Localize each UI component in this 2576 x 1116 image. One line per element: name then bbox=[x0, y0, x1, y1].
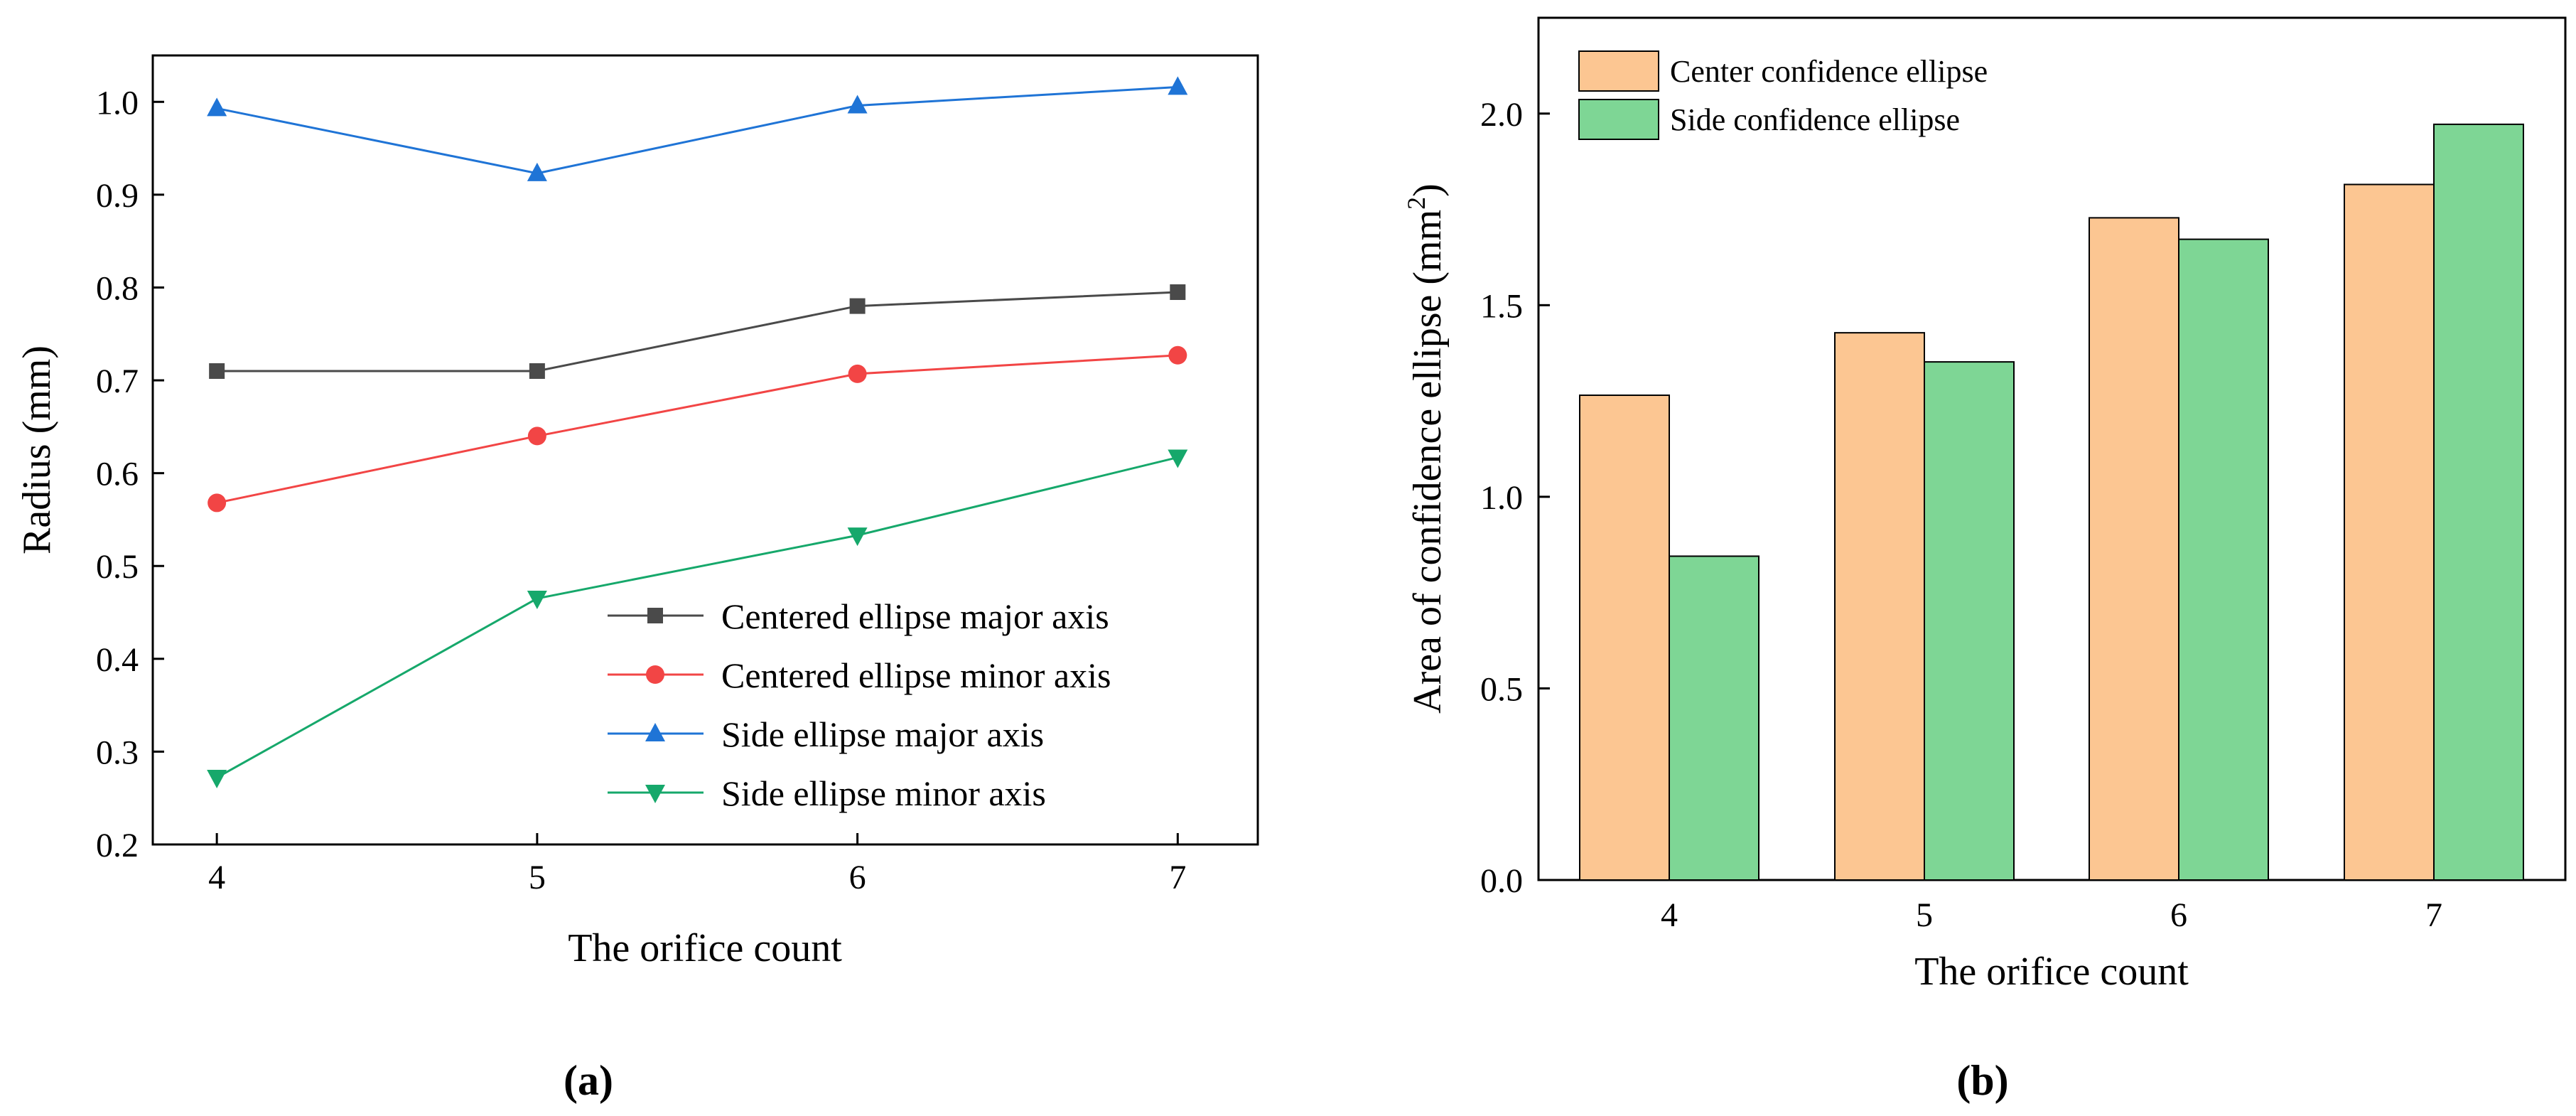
data-point-centered-ellipse-minor-axis bbox=[1168, 345, 1187, 365]
series-line-centered-ellipse-major-axis bbox=[217, 291, 1178, 372]
legend-label: Center confidence ellipse bbox=[1670, 54, 1988, 89]
series-side-ellipse-major-axis bbox=[207, 76, 1188, 181]
legend-item-side-ellipse-minor-axis: Side ellipse minor axis bbox=[608, 773, 1046, 813]
series-centered-ellipse-minor-axis bbox=[208, 345, 1187, 513]
panel-b-label: (b) bbox=[1956, 1057, 2008, 1104]
bar-side-confidence-ellipse-7 bbox=[2433, 123, 2524, 881]
data-point-side-ellipse-major-axis bbox=[1168, 76, 1188, 95]
panel-a-y-axis-title: Radius (mm) bbox=[15, 345, 59, 554]
b-x-tick-label: 5 bbox=[1916, 896, 1933, 934]
a-y-tick-label: 1.0 bbox=[96, 84, 139, 122]
data-point-centered-ellipse-major-axis bbox=[529, 363, 545, 379]
panel-b-bars bbox=[1579, 123, 2524, 881]
panel-a-series bbox=[207, 76, 1188, 788]
b-y-tick-label: 0.5 bbox=[1480, 670, 1523, 708]
bar-center-confidence-ellipse-7 bbox=[2344, 183, 2435, 881]
series-centered-ellipse-major-axis bbox=[209, 284, 1186, 379]
bar-side-confidence-ellipse-5 bbox=[1924, 361, 2015, 881]
panel-a-label: (a) bbox=[564, 1057, 613, 1104]
panel-a-y-axis: 0.2 0.3 0.4 0.5 0.6 0.7 0.8 0.9 1.0 bbox=[96, 84, 164, 864]
legend-label: Centered ellipse major axis bbox=[721, 596, 1109, 636]
bar-center-confidence-ellipse-5 bbox=[1834, 332, 1925, 881]
panel-a-line-chart: 0.2 0.3 0.4 0.5 0.6 0.7 0.8 0.9 1.0 4 5 6 7 Centere… bbox=[15, 54, 1259, 1104]
a-y-tick-label: 0.2 bbox=[96, 827, 139, 864]
data-point-centered-ellipse-minor-axis bbox=[208, 493, 227, 513]
legend-item-center-confidence-ellipse: Center confidence ellipse bbox=[1578, 50, 1988, 92]
bar-center-confidence-ellipse-4 bbox=[1579, 395, 1670, 881]
panel-b-y-axis-title-end: ) bbox=[1406, 183, 1450, 197]
b-x-tick-label: 7 bbox=[2425, 896, 2442, 934]
legend-swatch bbox=[1578, 99, 1659, 140]
data-point-side-ellipse-minor-axis bbox=[207, 769, 227, 788]
legend-label: Side confidence ellipse bbox=[1670, 102, 1960, 137]
data-point-side-ellipse-major-axis bbox=[207, 97, 227, 117]
b-y-tick-label: 0.0 bbox=[1480, 862, 1523, 900]
panel-a-plot-frame bbox=[151, 54, 1259, 846]
legend-item-centered-ellipse-minor-axis: Centered ellipse minor axis bbox=[608, 655, 1111, 695]
a-x-tick-label: 6 bbox=[849, 859, 866, 896]
bar-center-confidence-ellipse-6 bbox=[2089, 217, 2179, 881]
data-point-centered-ellipse-major-axis bbox=[209, 363, 225, 379]
a-x-tick-label: 5 bbox=[529, 859, 546, 896]
data-point-side-ellipse-major-axis bbox=[847, 95, 868, 114]
a-y-tick-label: 0.6 bbox=[96, 456, 139, 493]
series-side-ellipse-minor-axis bbox=[207, 449, 1188, 788]
legend-label: Centered ellipse minor axis bbox=[721, 655, 1111, 695]
bar-side-confidence-ellipse-6 bbox=[2178, 238, 2269, 881]
panel-b-bar-chart: 0.0 0.5 1.0 1.5 2.0 4 5 6 7 Center confidence e… bbox=[1402, 16, 2567, 1104]
legend-marker bbox=[645, 723, 665, 741]
panel-a-x-axis-title: The orifice count bbox=[568, 926, 842, 970]
panel-b-y-axis-title-sup: 2 bbox=[1402, 197, 1430, 210]
legend-item-side-ellipse-major-axis: Side ellipse major axis bbox=[608, 714, 1044, 754]
a-y-tick-label: 0.3 bbox=[96, 734, 139, 771]
series-line-side-ellipse-minor-axis bbox=[216, 456, 1178, 779]
b-y-tick-label: 1.5 bbox=[1480, 287, 1523, 325]
legend-marker bbox=[645, 785, 665, 803]
legend-label: Side ellipse minor axis bbox=[721, 773, 1046, 813]
data-point-side-ellipse-major-axis bbox=[527, 162, 547, 181]
panel-b-y-axis: 0.0 0.5 1.0 1.5 2.0 bbox=[1480, 96, 1550, 900]
panel-b-y-axis-title-main: Area of confidence ellipse (mm bbox=[1406, 210, 1450, 714]
panel-a-legend: Centered ellipse major axis Centered elli… bbox=[608, 596, 1111, 813]
data-point-side-ellipse-minor-axis bbox=[527, 590, 547, 609]
panel-b-y-axis-title: Area of confidence ellipse (mm2) bbox=[1402, 183, 1450, 714]
b-x-tick-label: 6 bbox=[2170, 896, 2187, 934]
legend-item-side-confidence-ellipse: Side confidence ellipse bbox=[1578, 99, 1960, 140]
bar-side-confidence-ellipse-4 bbox=[1669, 555, 1759, 881]
data-point-side-ellipse-minor-axis bbox=[1168, 449, 1188, 468]
panel-b-plot-frame bbox=[1537, 16, 2567, 881]
a-x-tick-label: 4 bbox=[208, 859, 225, 896]
data-point-centered-ellipse-major-axis bbox=[1170, 284, 1186, 300]
data-point-centered-ellipse-minor-axis bbox=[527, 426, 546, 446]
b-y-tick-label: 1.0 bbox=[1480, 479, 1523, 517]
b-x-tick-label: 4 bbox=[1661, 896, 1678, 934]
panel-b-x-axis: 4 5 6 7 bbox=[1661, 869, 2442, 934]
legend-swatch bbox=[1578, 50, 1659, 92]
series-line-centered-ellipse-minor-axis bbox=[216, 354, 1178, 504]
data-point-centered-ellipse-minor-axis bbox=[848, 364, 867, 383]
a-y-tick-label: 0.5 bbox=[96, 548, 139, 586]
a-x-tick-label: 7 bbox=[1169, 859, 1186, 896]
b-y-tick-label: 2.0 bbox=[1480, 96, 1523, 134]
data-point-side-ellipse-minor-axis bbox=[847, 527, 868, 547]
a-y-tick-label: 0.4 bbox=[96, 641, 139, 679]
legend-label: Side ellipse major axis bbox=[721, 714, 1044, 754]
a-y-tick-label: 0.7 bbox=[96, 363, 139, 400]
legend-marker bbox=[647, 608, 663, 623]
series-center-confidence-ellipse bbox=[1579, 183, 2435, 881]
panel-b-x-axis-title: The orifice count bbox=[1914, 950, 2189, 994]
legend-marker bbox=[646, 665, 664, 684]
panel-a-x-axis: 4 5 6 7 bbox=[208, 833, 1186, 896]
a-y-tick-label: 0.8 bbox=[96, 269, 139, 307]
data-point-centered-ellipse-major-axis bbox=[849, 298, 866, 314]
legend-item-centered-ellipse-major-axis: Centered ellipse major axis bbox=[608, 596, 1109, 636]
series-side-confidence-ellipse bbox=[1669, 123, 2524, 881]
series-line-side-ellipse-major-axis bbox=[216, 85, 1178, 175]
a-y-tick-label: 0.9 bbox=[96, 177, 139, 215]
panel-b-legend: Center confidence ellipse Side confidence… bbox=[1578, 50, 1988, 140]
